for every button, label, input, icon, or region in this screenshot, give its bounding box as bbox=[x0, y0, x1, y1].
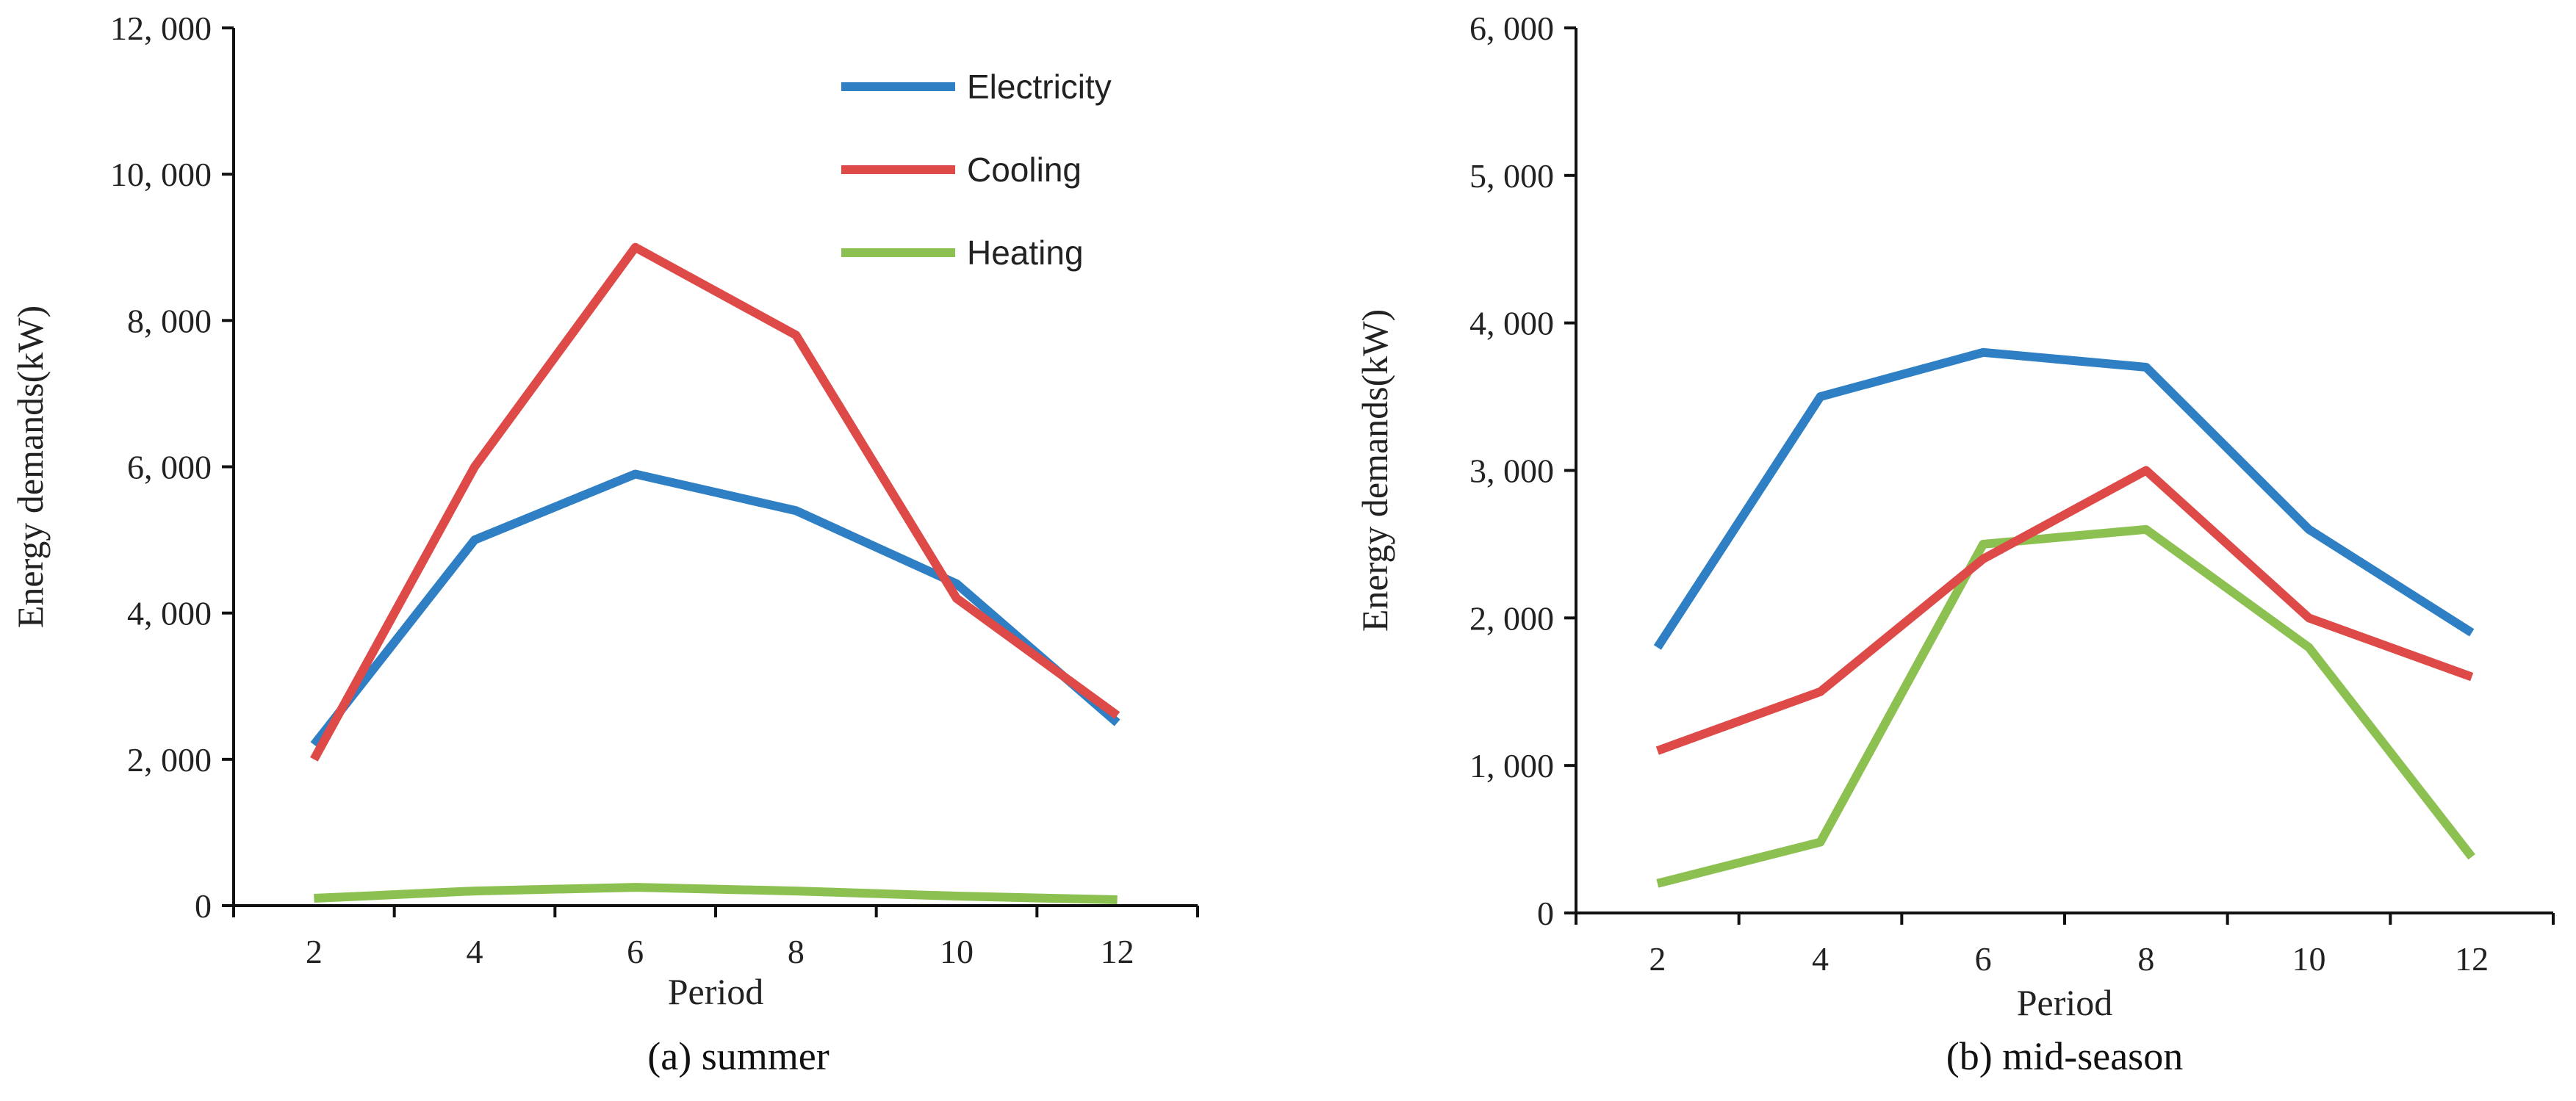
y-tick-label: 4, 000 bbox=[1469, 305, 1554, 342]
y-tick-label: 2, 000 bbox=[1469, 599, 1554, 637]
legend-label-cooling: Cooling bbox=[967, 151, 1082, 189]
y-tick-label: 1, 000 bbox=[1469, 747, 1554, 784]
x-tick-label: 4 bbox=[1812, 940, 1829, 978]
y-tick-label: 6, 000 bbox=[127, 449, 212, 486]
series-line-cooling bbox=[310, 242, 1120, 762]
y-tick-label: 0 bbox=[1537, 895, 1554, 932]
series-line-heating bbox=[314, 883, 1118, 905]
series-line-electricity bbox=[310, 469, 1120, 748]
chart-mid-season: 0 1, 000 2, 000 3, 000 4, 000 5, 000 6, 000 2 4 6… bbox=[1354, 10, 2555, 1078]
y-tick-label: 4, 000 bbox=[127, 595, 212, 632]
y-tick-label: 6, 000 bbox=[1469, 10, 1554, 47]
y-tick-label: 2, 000 bbox=[127, 741, 212, 779]
chart-summer: 0 2, 000 4, 000 6, 000 8, 000 10, 000 12, 000 2… bbox=[10, 10, 1199, 1078]
x-tick-label: 4 bbox=[467, 933, 483, 970]
chart-caption: (b) mid-season bbox=[1946, 1034, 2183, 1078]
x-tick-label: 12 bbox=[1101, 933, 1134, 970]
series-line-electricity bbox=[1653, 347, 2475, 650]
x-axis-title: Period bbox=[2017, 982, 2113, 1023]
x-tick-label: 12 bbox=[2455, 940, 2489, 978]
x-tick-label: 2 bbox=[306, 933, 323, 970]
legend: Electricity Cooling Heating bbox=[841, 68, 1112, 272]
chart-caption: (a) summer bbox=[647, 1034, 829, 1078]
legend-label-electricity: Electricity bbox=[967, 68, 1112, 106]
y-tick-label: 10, 000 bbox=[110, 156, 212, 193]
y-tick-label: 0 bbox=[195, 887, 212, 925]
series-line-cooling bbox=[1655, 466, 2474, 755]
series-line-heating bbox=[1656, 524, 2475, 888]
x-tick-label: 10 bbox=[940, 933, 974, 970]
x-tick-label: 6 bbox=[1975, 940, 1992, 978]
y-axis-title: Energy demands(kW) bbox=[10, 306, 51, 628]
y-tick-label: 3, 000 bbox=[1469, 452, 1554, 490]
legend-label-heating: Heating bbox=[967, 234, 1084, 272]
x-tick-label: 2 bbox=[1649, 940, 1666, 978]
y-tick-label: 12, 000 bbox=[110, 10, 212, 47]
x-tick-label: 8 bbox=[788, 933, 805, 970]
y-axis-title: Energy demands(kW) bbox=[1354, 309, 1395, 632]
x-tick-label: 10 bbox=[2292, 940, 2326, 978]
x-tick-label: 8 bbox=[2137, 940, 2154, 978]
y-tick-label: 5, 000 bbox=[1469, 157, 1554, 195]
y-tick-label: 8, 000 bbox=[127, 302, 212, 339]
x-axis-title: Period bbox=[668, 971, 764, 1012]
x-tick-label: 6 bbox=[627, 933, 644, 970]
